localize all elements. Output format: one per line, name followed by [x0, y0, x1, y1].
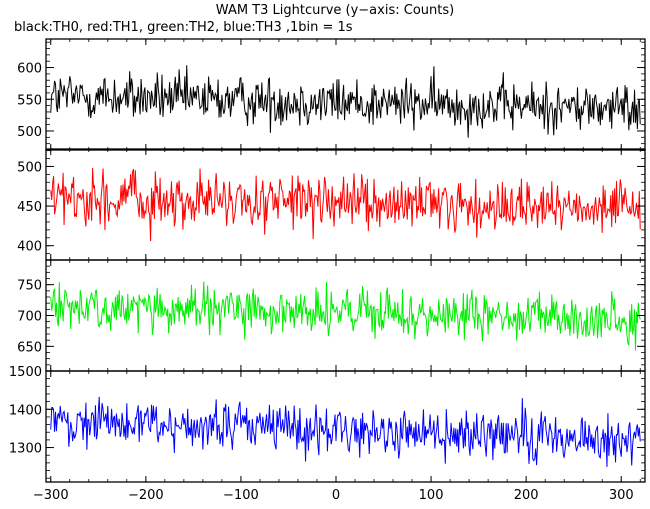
y-tick-label: 550: [17, 93, 42, 108]
chart-subtitle: black:TH0, red:TH1, green:TH2, blue:TH3 …: [14, 20, 353, 35]
x-tick-label: 200: [514, 488, 539, 503]
x-axis: −300 −200 −100 0 100 200 300: [33, 488, 634, 503]
x-tick-label: 0: [332, 488, 340, 503]
panel-frame: [45, 370, 646, 483]
y-tick-label: 500: [17, 125, 42, 140]
panel-th0: 500 550 600: [17, 38, 646, 151]
series-line-th0: [50, 65, 641, 138]
x-tick-label: −300: [33, 488, 69, 503]
y-tick-label: 1400: [9, 403, 42, 418]
y-tick-label: 600: [17, 62, 42, 77]
x-tick-label: 100: [419, 488, 444, 503]
panel-frame: [45, 148, 646, 261]
series-line-th2: [50, 281, 641, 351]
x-tick-label: 300: [609, 488, 634, 503]
series-line-th3: [50, 396, 641, 467]
panel-frame: [45, 38, 646, 151]
x-tick-label: −200: [128, 488, 164, 503]
y-tick-label: 400: [17, 240, 42, 255]
panels-layer: 500 550 600 400 450 500 650 700 750 1300 1400 1500: [9, 38, 646, 483]
y-tick-label: 750: [17, 279, 42, 294]
series-line-th1: [50, 167, 641, 242]
y-tick-label: 700: [17, 310, 42, 325]
panel-th1: 400 450 500: [17, 148, 646, 261]
y-tick-label: 1300: [9, 442, 42, 457]
y-tick-label: 650: [17, 340, 42, 355]
y-tick-label: 1500: [9, 365, 42, 380]
y-tick-label: 500: [17, 160, 42, 175]
panel-th3: 1300 1400 1500: [9, 365, 646, 483]
x-tick-label: −100: [223, 488, 259, 503]
y-tick-label: 450: [17, 200, 42, 215]
chart-title: WAM T3 Lightcurve (y−axis: Counts): [216, 3, 454, 18]
panel-th2: 650 700 750: [17, 259, 646, 372]
